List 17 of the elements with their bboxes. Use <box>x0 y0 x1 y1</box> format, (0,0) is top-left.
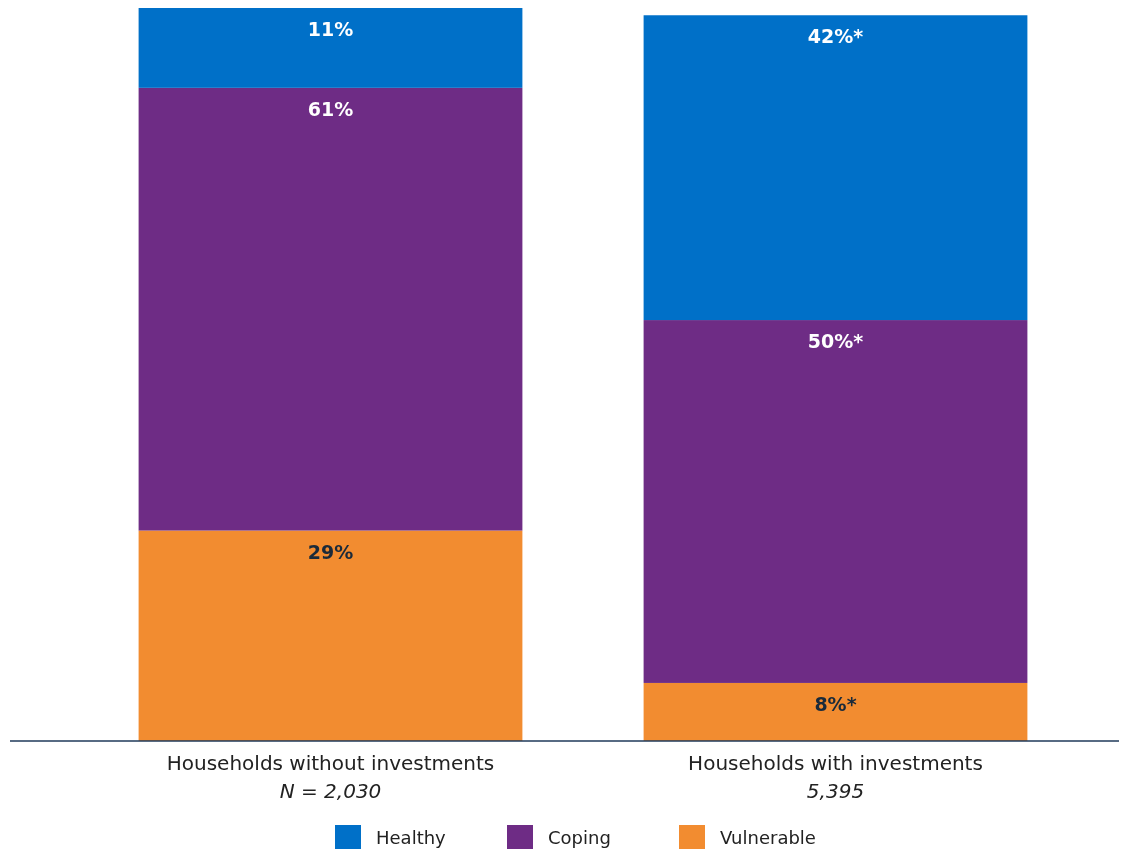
bar <box>138 530 523 741</box>
bar <box>643 15 1028 321</box>
bar <box>138 87 523 531</box>
legend-label: Vulnerable <box>720 827 816 848</box>
x-tick-label: Households without investments N = 2,030 <box>166 751 495 803</box>
data-label: 11% <box>307 18 354 40</box>
data-label: 61% <box>307 97 354 120</box>
x-tick-label: Households with investments 5,395 <box>688 751 983 803</box>
data-label: 42%* <box>807 25 864 48</box>
bar <box>643 682 1028 741</box>
data-label: 29% <box>307 540 354 563</box>
bar <box>138 8 523 88</box>
bar <box>643 320 1028 683</box>
legend-label: Coping <box>548 827 611 848</box>
data-label: 50%* <box>807 330 864 353</box>
data-label: 8%* <box>814 692 857 715</box>
legend-label: Healthy <box>376 827 447 848</box>
